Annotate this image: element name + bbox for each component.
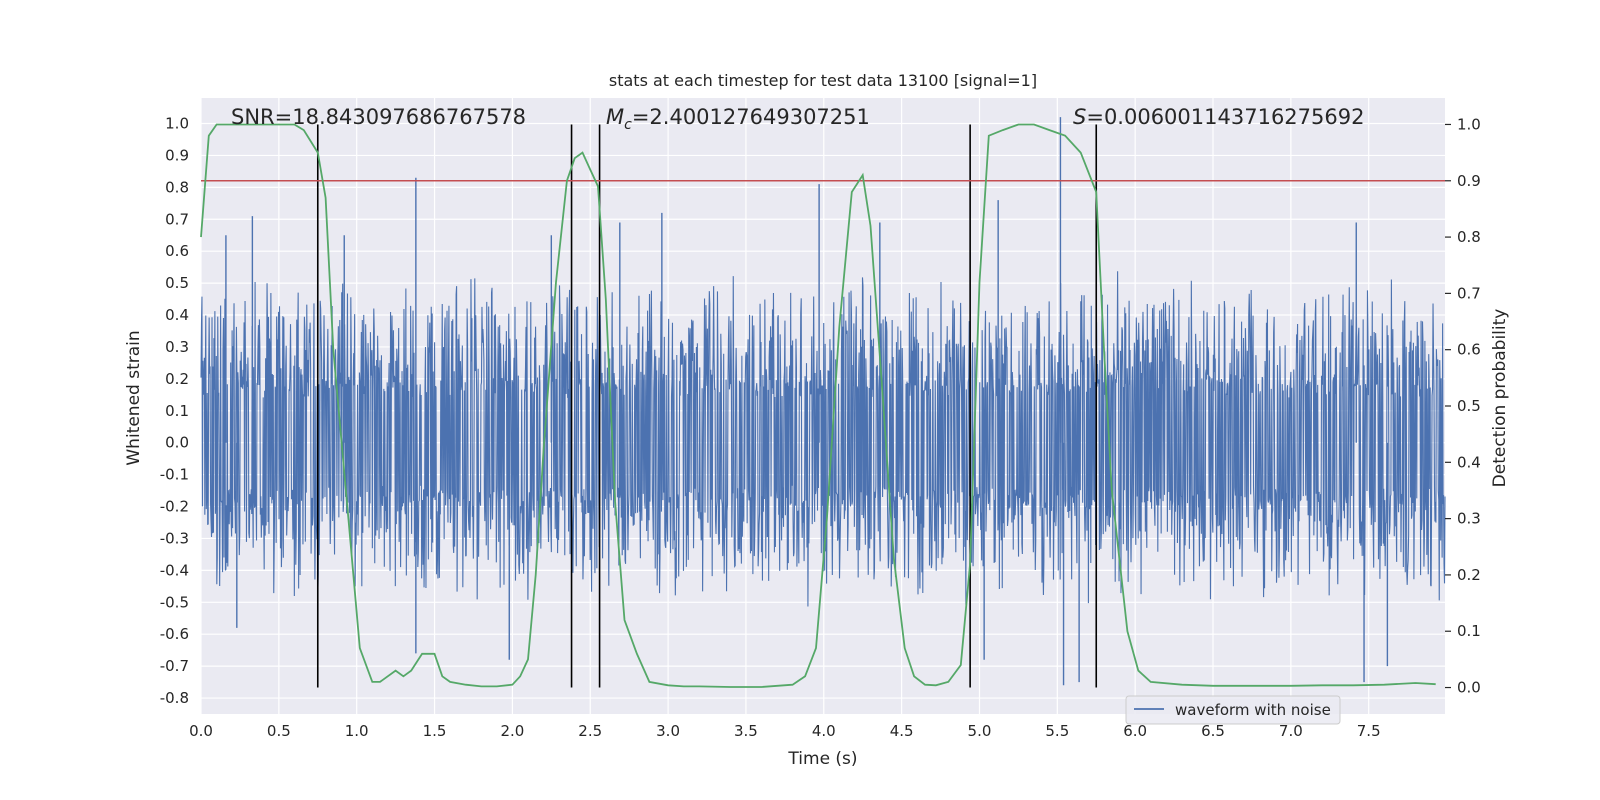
y-tick-label-right: 0.9 [1457,172,1481,190]
x-tick-label: 5.0 [968,722,992,740]
y-axis-label-left: Whitened strain [124,330,144,465]
snr-annotation: SNR=18.843097686767578 [231,105,526,129]
y-ticks-left: 1.0 0.9 0.8 0.7 0.6 0.5 0.4 0.3 0.2 0.1 0.0 -0.1 -0.… [160,115,189,708]
legend: waveform with noise [1125,695,1341,725]
detection-probability-line [200,123,1436,688]
y-tick-label-left: -0.5 [160,593,189,611]
x-tick-label: 0.5 [267,722,291,740]
y-tick-label-left: 0.1 [165,402,189,420]
legend-box [1125,695,1341,725]
x-tick-label: 5.5 [1045,722,1069,740]
x-tick-label: 7.5 [1357,722,1381,740]
chirp-mass-subscript: c [624,117,632,133]
x-tick-label: 3.5 [734,722,758,740]
y-tick-label-right: 0.0 [1457,679,1481,697]
x-tick-label: 7.0 [1279,722,1303,740]
y-tick-label-left: -0.4 [160,561,189,579]
s-value: =0.006001143716275692 [1086,105,1364,129]
y-tick-label-left: 0.9 [165,146,189,164]
y-tick-label-right: 0.6 [1457,341,1481,359]
y-tick-label-right: 0.1 [1457,622,1481,640]
y-tick-label-left: 0.5 [165,274,189,292]
waveform-series [200,117,1446,686]
s-annotation: S=0.006001143716275692 [1073,105,1364,129]
y-tick-label-right: 1.0 [1457,115,1481,133]
y-tick-label-right: 0.2 [1457,566,1481,584]
x-tick-label: 6.0 [1123,722,1147,740]
y-tick-label-left: -0.2 [160,498,189,516]
x-tick-label: 2.0 [500,722,524,740]
x-tick-label: 4.0 [812,722,836,740]
y-tick-label-left: -0.7 [160,657,189,675]
x-tick-label: 4.5 [890,722,914,740]
y-tick-label-left: 0.4 [165,306,189,324]
x-tick-label: 0.0 [189,722,213,740]
x-axis-label: Time (s) [787,749,857,769]
y-axis-label-right: Detection probability [1490,309,1510,488]
y-tick-label-right: 0.3 [1457,510,1481,528]
y-tick-label-left: -0.8 [160,689,189,707]
y-tick-label-left: 0.8 [165,178,189,196]
chirp-mass-annotation: Mc=2.400127649307251 [606,105,870,133]
x-tick-label: 6.5 [1201,722,1225,740]
y-tick-label-left: 0.6 [165,242,189,260]
y-tick-label-left: 0.0 [165,434,189,452]
y-tick-label-right: 0.7 [1457,284,1481,302]
legend-label: waveform with noise [1175,701,1331,719]
x-tick-label: 3.0 [656,722,680,740]
y-tick-label-left: 0.2 [165,370,189,388]
y-tick-label-left: 0.3 [165,338,189,356]
y-tick-label-right: 0.5 [1457,397,1481,415]
x-tick-label: 1.5 [423,722,447,740]
y-tick-label-left: 0.7 [165,210,189,228]
chart-title: stats at each timestep for test data 131… [609,71,1037,90]
chirp-mass-value: =2.400127649307251 [632,105,870,129]
x-ticks: 0.0 0.5 1.0 1.5 2.0 2.5 3.0 3.5 4.0 4.5 5.0 5.5 6.0 6… [189,722,1381,740]
y-tick-label-left: -0.1 [160,466,189,484]
y-tick-label-left: -0.3 [160,529,189,547]
y-tick-label-left: 1.0 [165,115,189,133]
y-tick-label-left: -0.6 [160,625,189,643]
y-tick-label-right: 0.4 [1457,453,1481,471]
x-tick-label: 2.5 [578,722,602,740]
y-ticks-right: 1.0 0.9 0.8 0.7 0.6 0.5 0.4 0.3 0.2 0.1 0.0 [1445,115,1481,697]
waveform-noise-trace [200,271,1446,607]
y-tick-label-right: 0.8 [1457,228,1481,246]
x-tick-label: 1.0 [345,722,369,740]
